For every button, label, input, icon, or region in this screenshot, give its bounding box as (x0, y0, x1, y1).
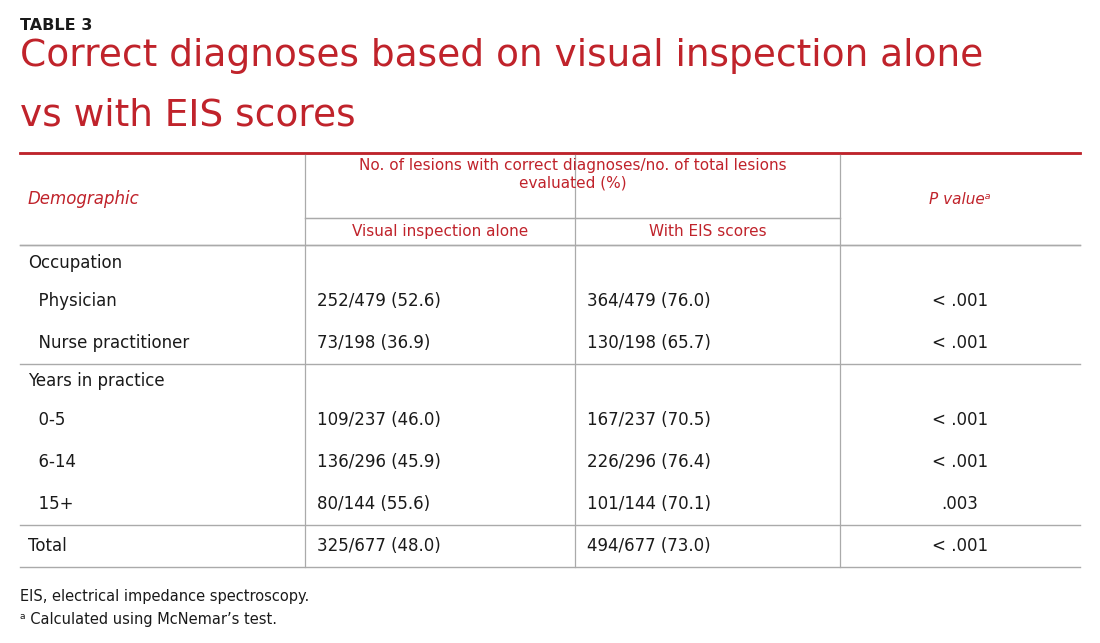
Text: 325/677 (48.0): 325/677 (48.0) (317, 537, 441, 555)
Text: With EIS scores: With EIS scores (649, 224, 767, 239)
Text: 364/479 (76.0): 364/479 (76.0) (587, 292, 711, 310)
Text: 109/237 (46.0): 109/237 (46.0) (317, 411, 441, 429)
Text: < .001: < .001 (932, 453, 988, 471)
Text: 494/677 (73.0): 494/677 (73.0) (587, 537, 711, 555)
Text: EIS, electrical impedance spectroscopy.: EIS, electrical impedance spectroscopy. (20, 589, 309, 604)
Text: 6-14: 6-14 (28, 453, 76, 471)
Text: 73/198 (36.9): 73/198 (36.9) (317, 334, 430, 352)
Text: No. of lesions with correct diagnoses/no. of total lesions
evaluated (%): No. of lesions with correct diagnoses/no… (359, 158, 786, 190)
Text: < .001: < .001 (932, 292, 988, 310)
Text: Total: Total (28, 537, 67, 555)
Text: < .001: < .001 (932, 537, 988, 555)
Text: TABLE 3: TABLE 3 (20, 18, 92, 33)
Text: Physician: Physician (28, 292, 117, 310)
Text: 15+: 15+ (28, 495, 74, 513)
Text: Visual inspection alone: Visual inspection alone (352, 224, 528, 239)
Text: < .001: < .001 (932, 334, 988, 352)
Text: .003: .003 (942, 495, 978, 513)
Text: Correct diagnoses based on visual inspection alone: Correct diagnoses based on visual inspec… (20, 38, 983, 74)
Text: 252/479 (52.6): 252/479 (52.6) (317, 292, 441, 310)
Text: vs with EIS scores: vs with EIS scores (20, 97, 355, 133)
Text: 167/237 (70.5): 167/237 (70.5) (587, 411, 711, 429)
Text: 136/296 (45.9): 136/296 (45.9) (317, 453, 441, 471)
Text: Nurse practitioner: Nurse practitioner (28, 334, 189, 352)
Text: 80/144 (55.6): 80/144 (55.6) (317, 495, 430, 513)
Text: 0-5: 0-5 (28, 411, 65, 429)
Text: Years in practice: Years in practice (28, 372, 165, 390)
Text: 101/144 (70.1): 101/144 (70.1) (587, 495, 711, 513)
Text: 226/296 (76.4): 226/296 (76.4) (587, 453, 711, 471)
Text: Occupation: Occupation (28, 253, 122, 271)
Text: 130/198 (65.7): 130/198 (65.7) (587, 334, 711, 352)
Text: ᵃ Calculated using McNemar’s test.: ᵃ Calculated using McNemar’s test. (20, 612, 277, 627)
Text: < .001: < .001 (932, 411, 988, 429)
Text: P valueᵃ: P valueᵃ (930, 192, 991, 206)
Text: Demographic: Demographic (28, 190, 140, 208)
